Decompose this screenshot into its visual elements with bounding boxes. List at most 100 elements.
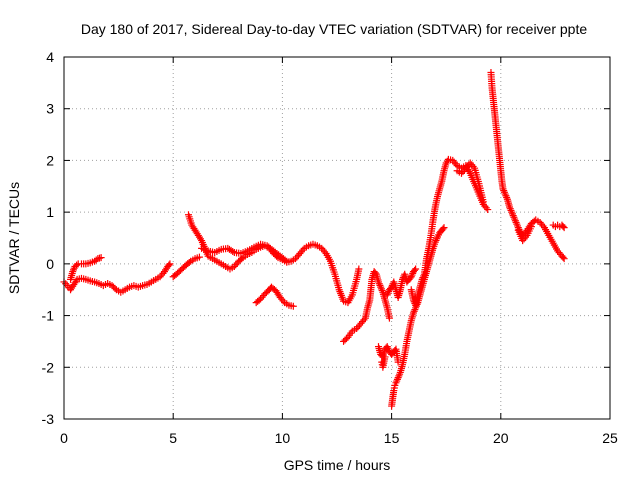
data-point [383, 343, 391, 351]
data-point [321, 248, 329, 256]
data-point [384, 344, 392, 352]
data-points [60, 69, 568, 410]
data-point [514, 222, 522, 230]
data-point [377, 283, 385, 291]
data-point [375, 280, 383, 288]
data-point [411, 306, 419, 314]
data-point [409, 309, 417, 317]
data-point [395, 372, 403, 380]
data-point [510, 213, 518, 221]
data-point [69, 266, 77, 274]
data-point [511, 217, 519, 225]
data-point [185, 258, 193, 266]
x-tick-label: 5 [169, 430, 177, 446]
data-point [411, 266, 419, 274]
axis-ticks: 0 5 10 15 20 25 -3 -2 -1 0 1 2 3 4 [42, 49, 618, 446]
data-point [502, 192, 510, 200]
data-point [392, 379, 400, 387]
data-point [499, 185, 507, 193]
plot-frame [63, 56, 611, 420]
data-point [360, 316, 368, 324]
data-point [289, 302, 297, 310]
x-tick-label: 15 [384, 430, 400, 446]
data-point [503, 193, 511, 201]
data-point [393, 375, 401, 383]
data-point [500, 187, 508, 195]
data-point [433, 235, 441, 243]
data-point [452, 160, 460, 168]
y-tick-label: 3 [46, 101, 54, 117]
chart-title: Day 180 of 2017, Sidereal Day-to-day VTE… [81, 21, 588, 37]
data-point [371, 269, 379, 277]
data-point [407, 273, 415, 281]
data-point [377, 285, 385, 293]
data-point [412, 265, 420, 273]
data-point [560, 224, 568, 232]
data-point [374, 278, 382, 286]
data-point [420, 272, 428, 280]
x-tick-label: 20 [493, 430, 509, 446]
data-point [482, 204, 490, 212]
data-point [283, 257, 291, 265]
data-point [506, 205, 514, 213]
data-point [501, 190, 509, 198]
data-point [299, 246, 307, 254]
data-point [197, 235, 204, 243]
data-point [527, 223, 535, 231]
y-axis-label: SDTVAR / TECUs [6, 182, 22, 294]
data-point [418, 275, 426, 283]
data-point [539, 222, 547, 230]
x-axis-label: GPS time / hours [284, 457, 391, 473]
y-tick-label: 1 [46, 204, 54, 220]
data-point [166, 260, 174, 268]
data-point [484, 206, 492, 214]
data-point [440, 224, 448, 232]
data-point [279, 297, 287, 305]
data-point [165, 261, 173, 269]
data-point [378, 287, 386, 295]
data-point [560, 255, 568, 263]
data-point [507, 206, 515, 214]
data-point [69, 268, 77, 276]
data-point [506, 203, 514, 211]
data-point [111, 284, 119, 292]
data-point [97, 254, 105, 262]
data-point [408, 271, 416, 279]
data-point [479, 198, 487, 206]
y-tick-label: -2 [42, 359, 55, 375]
y-tick-label: 2 [46, 152, 54, 168]
y-tick-label: -1 [42, 308, 55, 324]
data-point [509, 212, 517, 220]
data-point [385, 314, 393, 322]
data-point [559, 222, 567, 230]
x-tick-label: 10 [275, 430, 291, 446]
data-point [355, 265, 363, 273]
data-point [559, 253, 567, 261]
data-point [394, 374, 402, 382]
data-point [381, 353, 389, 361]
x-tick-label: 0 [60, 430, 68, 446]
data-point [73, 261, 81, 269]
x-tick-label: 25 [602, 430, 618, 446]
data-point [500, 188, 508, 196]
data-point [512, 218, 520, 226]
data-point [229, 247, 237, 255]
data-point [195, 253, 203, 261]
data-point [522, 233, 530, 241]
data-point [511, 215, 519, 223]
data-point [376, 281, 384, 289]
data-point [383, 291, 391, 299]
data-point [238, 255, 246, 263]
y-tick-label: 4 [46, 49, 54, 65]
data-point [513, 220, 521, 228]
grid [64, 57, 610, 419]
data-point [281, 256, 289, 264]
data-point [384, 289, 392, 297]
data-point [393, 377, 401, 385]
data-point [439, 225, 447, 233]
data-point [469, 162, 477, 170]
data-point [396, 370, 404, 378]
